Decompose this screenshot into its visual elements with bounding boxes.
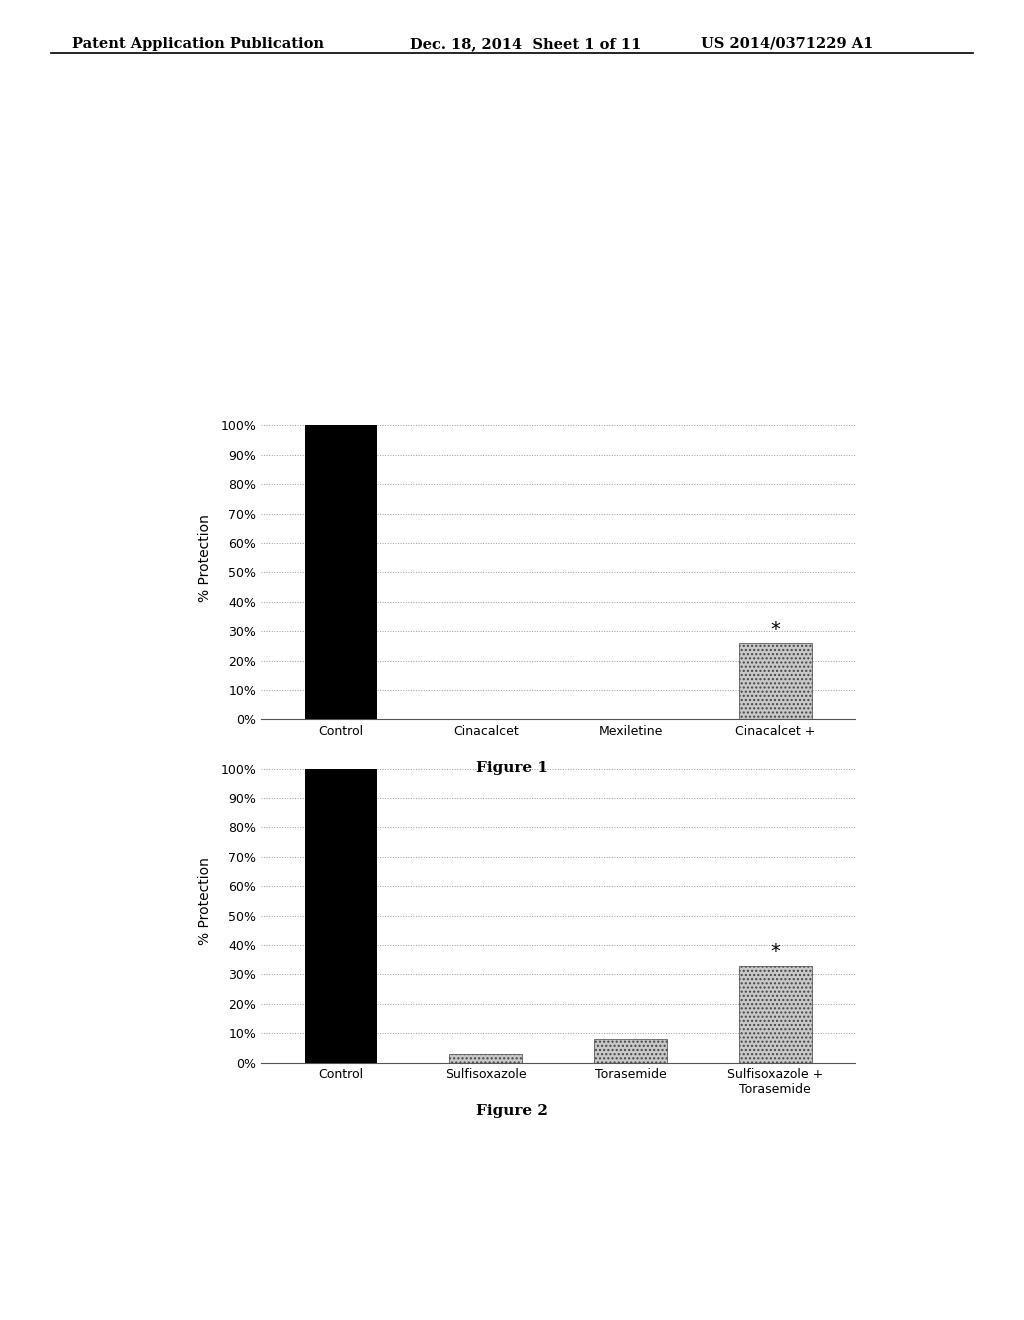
Y-axis label: % Protection: % Protection	[198, 513, 212, 602]
Bar	[304, 425, 377, 719]
Bar	[739, 643, 812, 719]
Text: Dec. 18, 2014  Sheet 1 of 11: Dec. 18, 2014 Sheet 1 of 11	[410, 37, 641, 51]
Y-axis label: % Protection: % Protection	[198, 857, 212, 945]
Text: *: *	[770, 619, 780, 639]
Bar	[739, 966, 812, 1063]
Bar	[450, 1053, 522, 1063]
Bar	[594, 1039, 667, 1063]
Text: Figure 1: Figure 1	[476, 762, 548, 775]
Text: US 2014/0371229 A1: US 2014/0371229 A1	[701, 37, 873, 51]
Text: Figure 2: Figure 2	[476, 1105, 548, 1118]
Text: *: *	[770, 942, 780, 961]
Bar	[304, 768, 377, 1063]
Text: Patent Application Publication: Patent Application Publication	[72, 37, 324, 51]
